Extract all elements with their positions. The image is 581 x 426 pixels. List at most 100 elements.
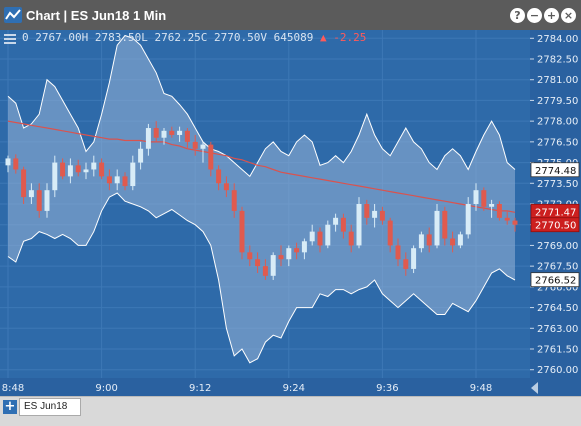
candle (512, 217, 518, 232)
candle (239, 206, 245, 260)
y-tick-label: 2767.50 (537, 262, 578, 273)
candle-body (130, 162, 136, 187)
chart-tab[interactable]: ES Jun18 (19, 398, 81, 416)
price-label-box (530, 162, 580, 178)
candle-body (216, 169, 222, 184)
y-tick-label: 2782.50 (537, 55, 578, 66)
candle (231, 183, 237, 218)
candle (13, 154, 19, 174)
candle-body (21, 169, 27, 198)
candle-body (52, 162, 58, 191)
price-labels: 2774.48 2771.47 2770.50 2766.52 (530, 162, 580, 288)
candle (223, 176, 229, 198)
y-tick-label: 2764.50 (537, 303, 578, 314)
candle (442, 206, 448, 246)
candle (169, 126, 175, 138)
candle (457, 231, 463, 249)
candles (5, 121, 518, 280)
candle (153, 121, 159, 142)
candle (262, 259, 268, 280)
candle-body (379, 210, 385, 221)
candle (36, 183, 42, 218)
candle-body (99, 162, 105, 177)
candle (67, 158, 73, 184)
scroll-left-icon[interactable] (531, 382, 538, 394)
x-tick-label: 9:24 (283, 383, 305, 394)
candle-body (442, 210, 448, 239)
price-label-box (530, 217, 580, 233)
candle (106, 169, 112, 191)
candle-body (239, 210, 245, 253)
candle (340, 213, 346, 239)
candle-body (356, 204, 362, 246)
ohlc-values: 0 2767.00H 2783.50L 2762.25C 2770.50V 64… (22, 31, 314, 44)
candle (99, 158, 105, 180)
candle (317, 227, 323, 253)
candle-body (5, 158, 11, 166)
candle (301, 238, 307, 260)
title-bar[interactable]: Chart | ES Jun18 1 Min ? − + × (0, 0, 581, 30)
price-change: ▲ -2.25 (320, 31, 367, 44)
candle-body (278, 255, 284, 260)
candle (434, 204, 440, 249)
candle (122, 172, 128, 191)
y-tick-label: 2761.50 (537, 345, 578, 356)
candle (91, 155, 97, 177)
candle-body (114, 176, 120, 184)
candle (247, 245, 253, 267)
price-label-band-upper: 2774.48 (530, 162, 580, 178)
price-label-moving-average: 2771.47 (530, 203, 580, 219)
candle (348, 224, 354, 253)
candle-body (325, 224, 331, 246)
candle (75, 159, 81, 177)
candle-body (161, 130, 167, 138)
price-label-text: 2774.48 (535, 166, 576, 177)
candle-body (91, 162, 97, 170)
x-tick-label: 9:00 (95, 383, 117, 394)
candle-body (489, 204, 495, 207)
candle (395, 238, 401, 267)
candle (333, 213, 339, 232)
candle (465, 197, 471, 239)
candle-body (262, 266, 268, 276)
y-tick-label: 2779.50 (537, 96, 578, 107)
candle (489, 199, 495, 218)
candle-body (270, 255, 276, 276)
y-tick-label: 2784.00 (537, 34, 578, 45)
candle (426, 227, 432, 253)
minimize-icon[interactable]: − (527, 8, 542, 23)
candle-body (28, 190, 34, 198)
candle-body (184, 130, 190, 142)
candle-body (223, 183, 229, 191)
candle-body (465, 204, 471, 235)
chart-line-icon (4, 7, 22, 23)
price-label-band-lower: 2766.52 (530, 272, 580, 288)
x-tick-label: 9:48 (470, 383, 492, 394)
menu-icon[interactable] (4, 34, 16, 44)
candle-body (60, 162, 66, 177)
x-axis-panel[interactable] (0, 378, 530, 396)
close-icon[interactable]: × (561, 8, 576, 23)
candle (294, 242, 300, 260)
y-tick-label: 2781.00 (537, 75, 578, 86)
candle (325, 220, 331, 249)
x-axis: 8:48 9:00 9:12 9:24 9:36 9:48 (2, 383, 492, 394)
help-icon[interactable]: ? (510, 8, 525, 23)
candle-body (426, 234, 432, 246)
candle-body (473, 190, 479, 204)
candle-body (122, 176, 128, 187)
add-icon[interactable]: + (544, 8, 559, 23)
candle-body (231, 190, 237, 211)
add-chart-tab-icon[interactable]: + (3, 399, 17, 414)
candle-body (348, 231, 354, 246)
candle (418, 231, 424, 253)
candle (450, 231, 456, 253)
candle-body (13, 158, 19, 170)
candle (145, 123, 151, 156)
candle-body (333, 217, 339, 225)
y-tick-label: 2769.00 (537, 241, 578, 252)
candle-body (247, 252, 253, 260)
bollinger-upper-line (7, 34, 516, 178)
